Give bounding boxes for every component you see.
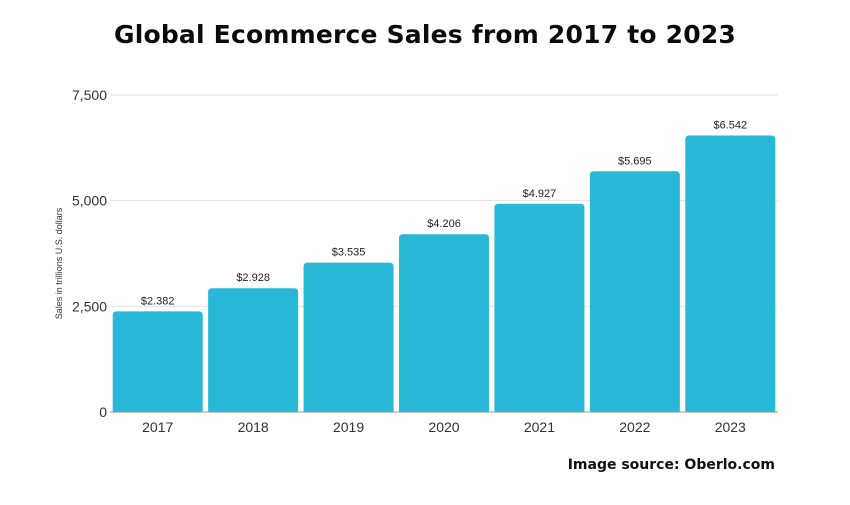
y-tick-label: 7,500 xyxy=(72,87,107,103)
bar-value-label: $2.382 xyxy=(141,295,175,307)
y-tick-label: 5,000 xyxy=(72,193,107,209)
x-axis-tick-labels: 2017 2018 2019 2020 2021 2022 2023 xyxy=(142,419,746,435)
y-tick-label: 0 xyxy=(99,404,107,420)
bar-value-label: $2.928 xyxy=(236,272,270,284)
x-tick-label: 2018 xyxy=(238,419,269,435)
bar xyxy=(208,288,299,412)
chart-title: Global Ecommerce Sales from 2017 to 2023 xyxy=(113,20,737,49)
bar xyxy=(685,135,776,413)
y-tick-label: 2,500 xyxy=(72,298,107,314)
data-labels: $2.382 $2.928 $3.535 $4.206 $4.927 $5.695 $6.5… xyxy=(141,119,747,307)
image-source-credit: Image source: Oberlo.com xyxy=(567,457,775,473)
bar xyxy=(494,203,585,412)
bar xyxy=(303,262,394,412)
x-tick-label: 2023 xyxy=(715,419,746,435)
x-tick-label: 2022 xyxy=(619,419,650,435)
bars xyxy=(112,135,776,413)
y-axis-label: Sales in trillions U.S. dollars xyxy=(54,207,64,319)
bar-value-label: $4.206 xyxy=(427,218,461,230)
x-tick-label: 2019 xyxy=(333,419,364,435)
bar-value-label: $3.535 xyxy=(332,247,366,259)
bar-value-label: $4.927 xyxy=(523,188,557,200)
bar xyxy=(112,311,203,412)
x-tick-label: 2021 xyxy=(524,419,555,435)
bar-value-label: $6.542 xyxy=(713,119,747,131)
bar-value-label: $5.695 xyxy=(618,155,652,167)
bar xyxy=(399,234,489,412)
x-tick-label: 2017 xyxy=(142,419,173,435)
y-axis-tick-labels: 0 2,500 5,000 7,500 xyxy=(72,87,107,420)
bar xyxy=(589,171,680,412)
x-tick-label: 2020 xyxy=(428,419,459,435)
